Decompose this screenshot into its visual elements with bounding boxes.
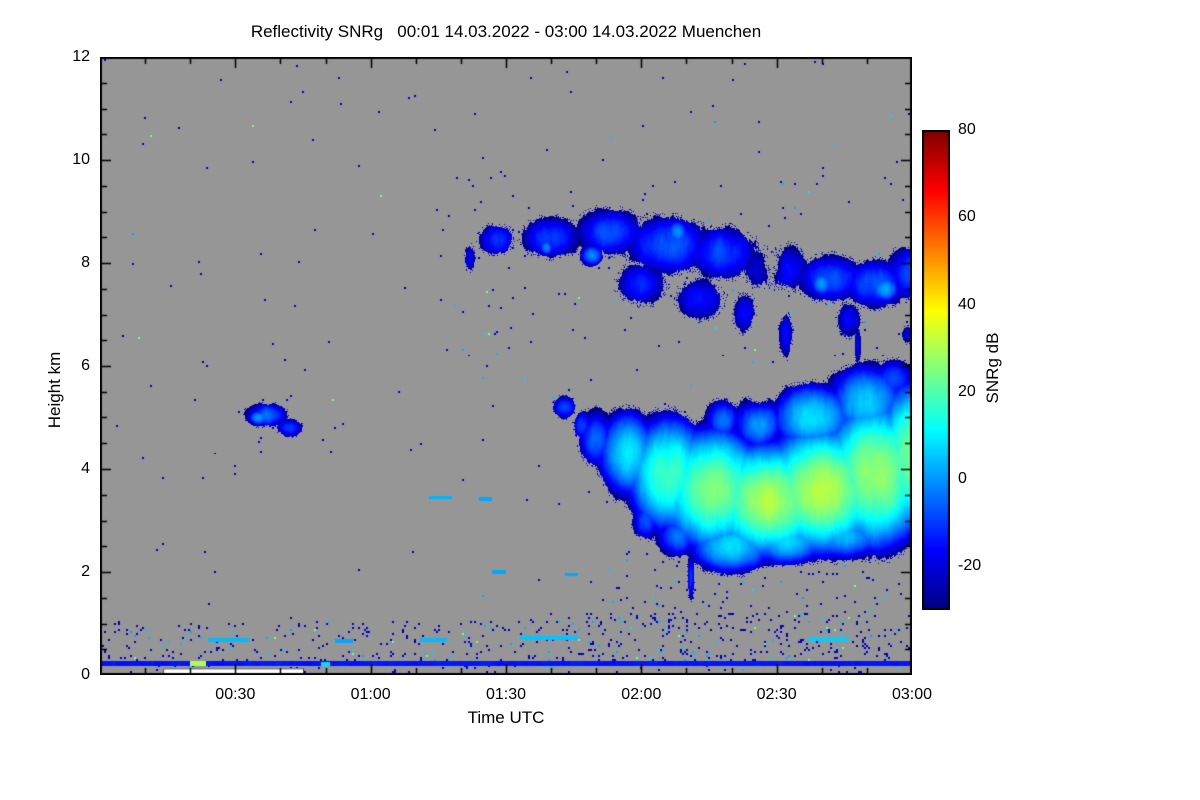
x-tick-label: 02:00 — [621, 686, 662, 703]
x-tick-label: 00:30 — [215, 686, 256, 703]
y-tick-label: 0 — [81, 666, 90, 683]
y-tick-label: 8 — [81, 254, 90, 271]
y-tick-label: 2 — [81, 563, 90, 580]
y-tick-label: 12 — [72, 48, 90, 65]
x-tick-label: 01:00 — [350, 686, 391, 703]
y-tick-label: 4 — [81, 460, 90, 477]
x-tick-label: 01:30 — [485, 686, 527, 703]
x-tick-label: 03:00 — [891, 686, 933, 703]
x-tick-label: 02:30 — [756, 686, 797, 703]
colorbar-canvas — [922, 130, 950, 610]
colorbar-label: SNRg dB — [983, 332, 1002, 404]
y-tick-label: 10 — [72, 151, 90, 168]
colorbar-tick-label: 60 — [958, 208, 976, 226]
colorbar-tick-label: -20 — [958, 557, 982, 575]
x-axis-label: Time UTC — [467, 708, 545, 727]
y-tick-label: 6 — [81, 357, 90, 374]
colorbar-tick-label: 0 — [958, 470, 967, 488]
colorbar-tick-label: 80 — [958, 121, 976, 138]
plot-canvas — [100, 57, 912, 675]
chart-title: Reflectivity SNRg 00:01 14.03.2022 - 03:… — [250, 22, 762, 41]
colorbar-tick-label: 40 — [958, 295, 976, 313]
colorbar-tick-label: 20 — [958, 382, 976, 400]
